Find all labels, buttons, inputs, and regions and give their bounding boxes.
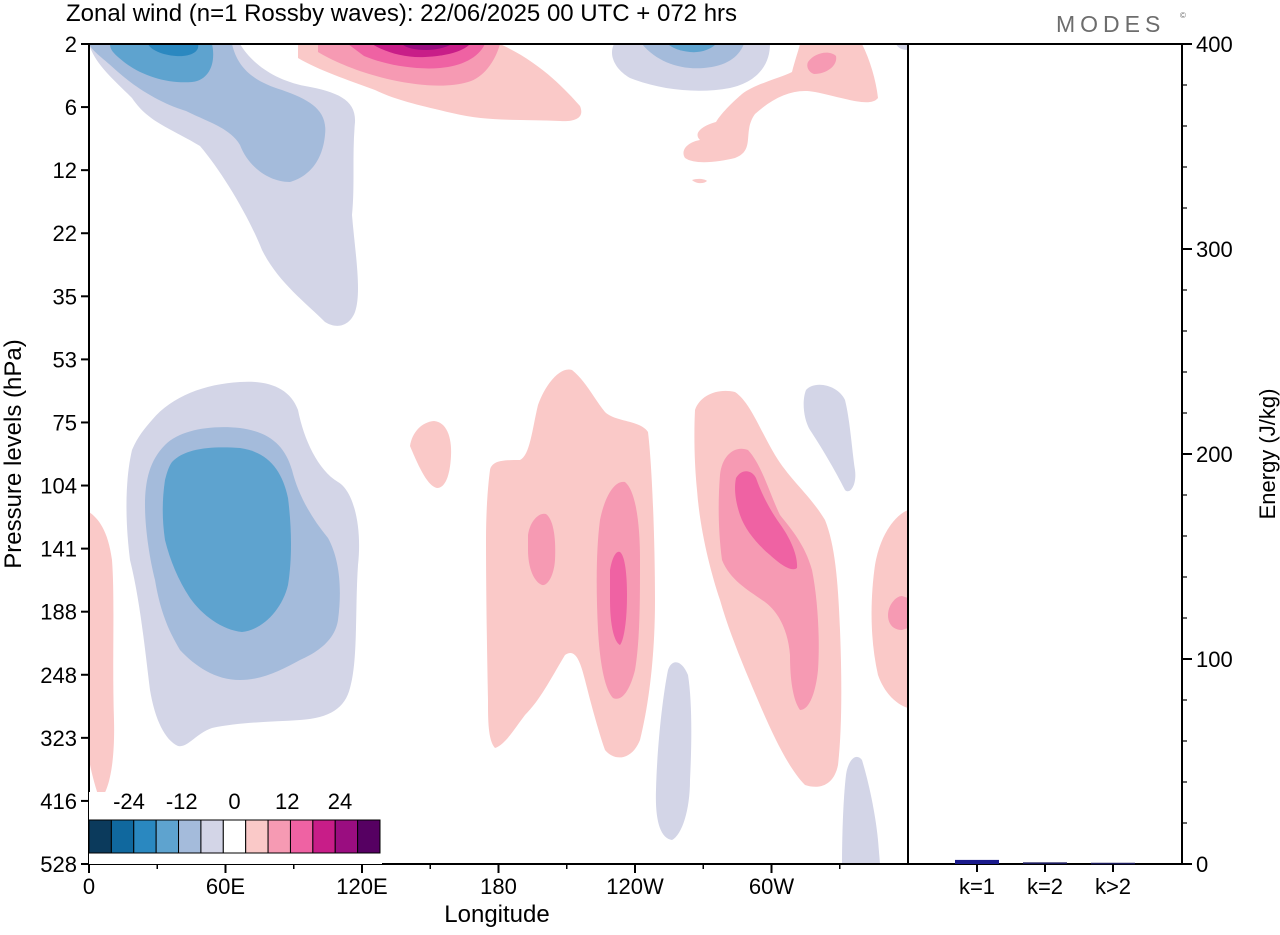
energy-bar	[1091, 862, 1135, 865]
colorbar-swatch	[200, 819, 224, 854]
y-tick-label: 75	[53, 410, 77, 435]
colorbar-label: -12	[166, 789, 198, 814]
y-tick-label: 6	[65, 95, 77, 120]
contour-negative-30w	[842, 756, 880, 864]
energy-category-label: k=1	[959, 874, 995, 899]
y-tick-label: 35	[53, 284, 77, 309]
colorbar-swatch	[289, 819, 314, 854]
energy-axis: 0 100 200 300 400	[1182, 32, 1233, 877]
y-axis: 2 6 12 22 35 53 75 104 141 188 248 323 416 528	[40, 32, 89, 877]
contour-positive-160w	[486, 369, 655, 758]
colorbar-swatch	[178, 819, 202, 854]
colorbar-swatch	[334, 819, 359, 854]
x-tick-label: 60W	[749, 874, 794, 899]
x-tick-label: 180	[480, 874, 517, 899]
contour-positive-small-150e	[410, 421, 452, 488]
energy-tick-label: 100	[1196, 647, 1233, 672]
energy-bar	[955, 859, 999, 864]
energy-category-label: k>2	[1095, 874, 1131, 899]
y-tick-label: 416	[40, 789, 77, 814]
y-axis-label: Pressure levels (hPa)	[0, 339, 27, 568]
x-tick-label: 120E	[336, 874, 387, 899]
colorbar-swatches	[88, 819, 381, 854]
x-tick-label: 120W	[606, 874, 664, 899]
energy-axis-label: Energy (J/kg)	[1255, 389, 1280, 520]
colorbar-label: 12	[275, 789, 299, 814]
energy-tick-label: 400	[1196, 32, 1233, 57]
contour-positive-70w	[694, 390, 842, 787]
brand-logo: MODES	[1056, 11, 1165, 37]
y-tick-label: 2	[65, 32, 77, 57]
colorbar-swatch	[133, 819, 157, 854]
energy-categories: k=1 k=2 k>2	[959, 864, 1131, 899]
y-tick-label: 53	[53, 347, 77, 372]
energy-tick-label: 200	[1196, 442, 1233, 467]
colorbar-swatch	[267, 819, 291, 854]
colorbar-swatch	[88, 819, 112, 854]
y-tick-label: 323	[40, 726, 77, 751]
colorbar-label: 24	[328, 789, 352, 814]
x-tick-label: 60E	[206, 874, 245, 899]
colorbar-legend: -24 -12 0 12 24	[88, 789, 382, 864]
x-axis: 0 60E 120E 180 120W 60W	[83, 864, 841, 899]
y-tick-label: 248	[40, 663, 77, 688]
colorbar-swatch	[312, 819, 336, 854]
colorbar-label: -24	[113, 789, 145, 814]
x-axis-label: Longitude	[444, 901, 549, 928]
colorbar-swatch	[357, 819, 381, 854]
contour-negative-40w	[803, 384, 856, 492]
contour-negative-upper-left	[89, 44, 359, 326]
colorbar-swatch	[110, 819, 135, 854]
contour-positive-upper-center	[298, 44, 582, 122]
y-tick-label: 12	[53, 158, 77, 183]
energy-tick-label: 300	[1196, 237, 1233, 262]
y-tick-label: 141	[40, 537, 77, 562]
y-tick-label: 104	[40, 474, 77, 499]
energy-category-label: k=2	[1027, 874, 1063, 899]
chart-title: Zonal wind (n=1 Rossby waves): 22/06/202…	[66, 0, 737, 27]
energy-bars	[955, 859, 1135, 865]
contour-positive-upper-right	[683, 44, 878, 184]
energy-frame	[907, 43, 1183, 865]
colorbar-swatch	[245, 819, 269, 854]
y-tick-label: 528	[40, 852, 77, 877]
contour-positive-right-edge	[871, 510, 908, 708]
energy-bar	[1023, 862, 1067, 864]
plot-axes: 2 6 12 22 35 53 75 104 141 188 248 323 416 528 0 60E 12…	[40, 32, 1232, 899]
colorbar-label: 0	[228, 789, 240, 814]
colorbar-labels: -24 -12 0 12 24	[113, 789, 352, 814]
energy-tick-label: 0	[1196, 852, 1208, 877]
contour-negative-lower-left	[126, 381, 360, 747]
colorbar-swatch	[222, 819, 247, 854]
brand-mark: ©	[1180, 11, 1186, 20]
colorbar-swatch	[155, 819, 180, 854]
y-tick-label: 188	[40, 600, 77, 625]
contour-negative-upper-right	[611, 44, 908, 91]
contour-negative-100w	[655, 662, 692, 840]
contour-plot	[89, 44, 908, 864]
x-tick-label: 0	[83, 874, 95, 899]
y-tick-label: 22	[53, 221, 77, 246]
